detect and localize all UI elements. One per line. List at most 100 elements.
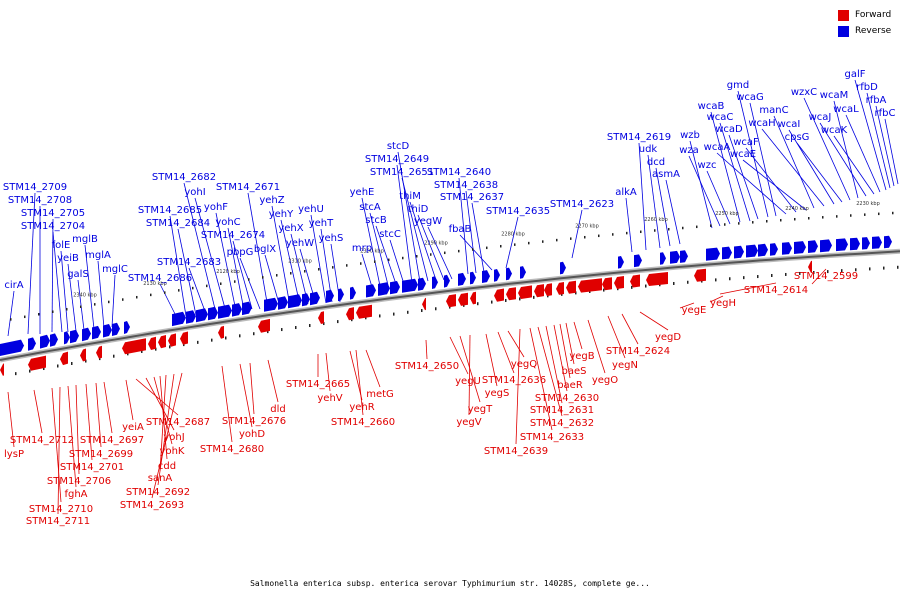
axis-tick-mark [85, 359, 87, 363]
label-leader-line [188, 267, 207, 315]
gene-label-forward: yegT [468, 404, 493, 415]
gene-arrow [850, 237, 860, 251]
axis-tick-mark [318, 268, 320, 271]
label-leader-line [465, 190, 477, 274]
gene-arrow [390, 281, 400, 295]
label-leader-line [845, 114, 881, 193]
label-leader-line [60, 250, 69, 333]
axis-tick-mark [141, 349, 143, 353]
gene-label-forward: yegE [682, 305, 707, 316]
axis-tick-mark [290, 272, 292, 275]
gene-arrow [96, 345, 102, 359]
gene-label-reverse: STM14_2708 [8, 195, 72, 206]
label-leader-line [647, 154, 661, 249]
gene-arrow [124, 321, 130, 334]
axis-tick-mark [771, 273, 773, 277]
axis-tick-mark [374, 260, 376, 263]
axis-tick-mark [281, 328, 283, 332]
gene-label-reverse: yehX [278, 223, 303, 234]
gene-label-reverse: dcd [647, 157, 665, 168]
gene-label-forward: fghA [64, 489, 87, 500]
gene-arrow [578, 278, 602, 293]
axis-tick-mark [253, 332, 255, 336]
gene-label-reverse: yohC [215, 217, 240, 228]
axis-tick-mark [724, 223, 726, 226]
axis-tick-label: 2250 kbp [715, 211, 739, 217]
gene-arrow [518, 285, 532, 299]
gene-label-forward: yohD [239, 429, 265, 440]
axis-tick-mark [757, 275, 759, 279]
gene-arrow [302, 293, 310, 307]
label-leader-line [290, 233, 309, 305]
label-leader-line [553, 324, 568, 392]
legend: Forward Reverse [838, 9, 898, 41]
label-leader-line [688, 155, 721, 227]
axis-tick-mark [752, 221, 754, 224]
gene-arrow [180, 331, 188, 345]
gene-label-forward: STM14_2697 [80, 435, 144, 446]
axis-tick-mark [813, 271, 815, 275]
axis-tick-mark [519, 297, 521, 301]
label-leader-line [515, 328, 521, 445]
axis-tick-mark [435, 307, 437, 311]
axis-tick-mark [897, 265, 899, 269]
label-leader-line [103, 381, 113, 434]
gene-label-reverse: STM14_2685 [138, 205, 202, 216]
gene-arrow [338, 288, 344, 302]
gene-label-reverse: pbpG [227, 247, 254, 258]
label-leader-line [33, 389, 43, 434]
axis-tick-mark [542, 240, 544, 243]
gene-label-forward: STM14_2693 [120, 500, 184, 511]
axis-tick-mark [654, 229, 656, 232]
gene-arrow [544, 283, 552, 297]
label-leader-line [545, 325, 563, 404]
gene-arrow [566, 280, 576, 294]
gene-arrow [258, 318, 270, 333]
axis-tick-mark [892, 211, 894, 215]
axis-tick-mark [612, 233, 614, 236]
axis-tick-mark [827, 270, 829, 274]
axis-tick-label: 2290 kbp [424, 241, 448, 247]
axis-tick-label: 2260 kbp [644, 217, 668, 223]
gene-label-reverse: wza [679, 145, 699, 156]
label-leader-line [27, 192, 36, 335]
axis-tick-mark [360, 262, 362, 265]
axis-tick-mark [841, 269, 843, 273]
axis-tick-mark [402, 256, 404, 260]
gene-arrow [0, 363, 4, 376]
gene-label-forward: STM14_2701 [60, 462, 124, 473]
gene-arrow [326, 289, 334, 303]
gene-arrow [103, 324, 112, 338]
axis-tick-mark [365, 316, 367, 320]
axis-tick-mark [794, 217, 796, 221]
gene-label-reverse: STM14_2638 [434, 180, 498, 191]
label-leader-line [679, 302, 695, 309]
gene-label-forward: cdd [158, 461, 176, 472]
label-leader-line [67, 263, 77, 332]
label-leader-line [811, 268, 827, 285]
gene-arrow [482, 270, 490, 283]
gene-arrow [208, 306, 218, 321]
label-leader-line [427, 226, 453, 280]
gene-label-forward: STM14_2699 [69, 449, 133, 460]
gene-label-forward: yegH [710, 298, 736, 309]
gene-arrow [264, 297, 278, 312]
axis-tick-mark [127, 352, 129, 356]
axis-tick-mark [822, 216, 824, 219]
gene-label-reverse: wcaM [820, 90, 848, 101]
gene-label-reverse: thiD [408, 204, 429, 215]
axis-tick-mark [514, 243, 516, 246]
axis-tick-mark [603, 288, 605, 292]
axis-tick-mark [836, 215, 838, 218]
gene-arrow [92, 325, 101, 340]
gene-arrow [470, 271, 476, 285]
label-leader-line [396, 164, 413, 284]
gene-arrow [186, 310, 196, 324]
gene-arrow [444, 274, 450, 288]
axis-tick-mark [416, 255, 418, 258]
axis-tick-mark [206, 284, 208, 288]
axis-tick-mark [491, 300, 493, 304]
label-leader-line [468, 334, 471, 416]
gene-arrow [494, 288, 504, 302]
gene-label-reverse: STM14_2651 [370, 167, 434, 178]
